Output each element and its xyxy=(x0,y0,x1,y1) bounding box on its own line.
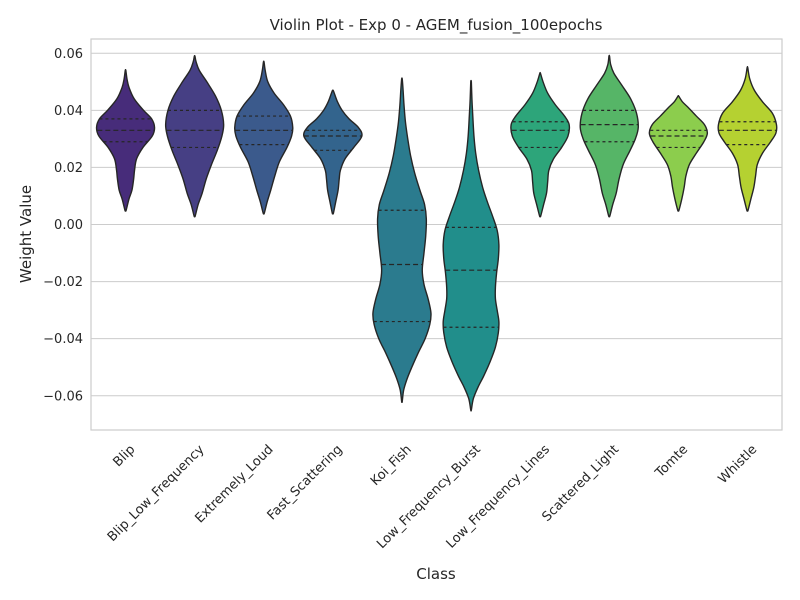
y-tick-label: 0.00 xyxy=(54,218,83,233)
y-ticks: −0.06 −0.04 −0.02 0.00 0.02 0.04 0.06 xyxy=(43,47,83,404)
violin-tomte xyxy=(648,94,709,212)
violin-body xyxy=(442,79,500,412)
x-axis-label: Class xyxy=(416,565,456,583)
violin-body xyxy=(648,94,709,212)
violin-whistle xyxy=(717,66,778,212)
y-tick-label: 0.02 xyxy=(54,161,83,176)
chart-title: Violin Plot - Exp 0 - AGEM_fusion_100epo… xyxy=(270,16,603,35)
violin-body xyxy=(95,69,156,212)
x-tick-label: Koi_Fish xyxy=(368,442,415,489)
violin-body xyxy=(717,66,778,212)
x-tick-label: Fast_Scattering xyxy=(265,442,346,523)
y-tick-label: 0.04 xyxy=(54,104,83,119)
y-axis-label: Weight Value xyxy=(17,185,35,283)
x-tick-label: Scattered_Light xyxy=(539,442,622,525)
violins xyxy=(95,54,778,412)
y-tick-label: 0.06 xyxy=(54,47,83,62)
violin-low-frequency-lines xyxy=(510,71,571,218)
y-tick-label: −0.04 xyxy=(43,332,83,347)
violin-blip-low-frequency xyxy=(164,55,225,218)
violin-scattered-light xyxy=(579,54,639,218)
y-tick-label: −0.06 xyxy=(43,389,83,404)
violin-body xyxy=(510,71,571,218)
x-ticks: BlipBlip_Low_FrequencyExtremely_LoudFast… xyxy=(105,442,760,552)
violin-body xyxy=(164,55,225,218)
violin-body xyxy=(302,89,363,215)
violin-body xyxy=(372,77,432,403)
plot-frame xyxy=(90,38,783,431)
violin-fast-scattering xyxy=(302,89,363,215)
violin-koi-fish xyxy=(372,77,432,403)
x-tick-label: Tomte xyxy=(652,442,691,481)
violin-body xyxy=(579,54,639,218)
x-tick-label: Whistle xyxy=(716,442,761,487)
y-tick-label: −0.02 xyxy=(43,275,83,290)
violin-body xyxy=(234,60,294,215)
violin-low-frequency-burst xyxy=(442,79,500,412)
violin-blip xyxy=(95,69,156,212)
x-tick-label: Blip xyxy=(111,442,139,470)
violin-extremely-loud xyxy=(234,60,294,215)
